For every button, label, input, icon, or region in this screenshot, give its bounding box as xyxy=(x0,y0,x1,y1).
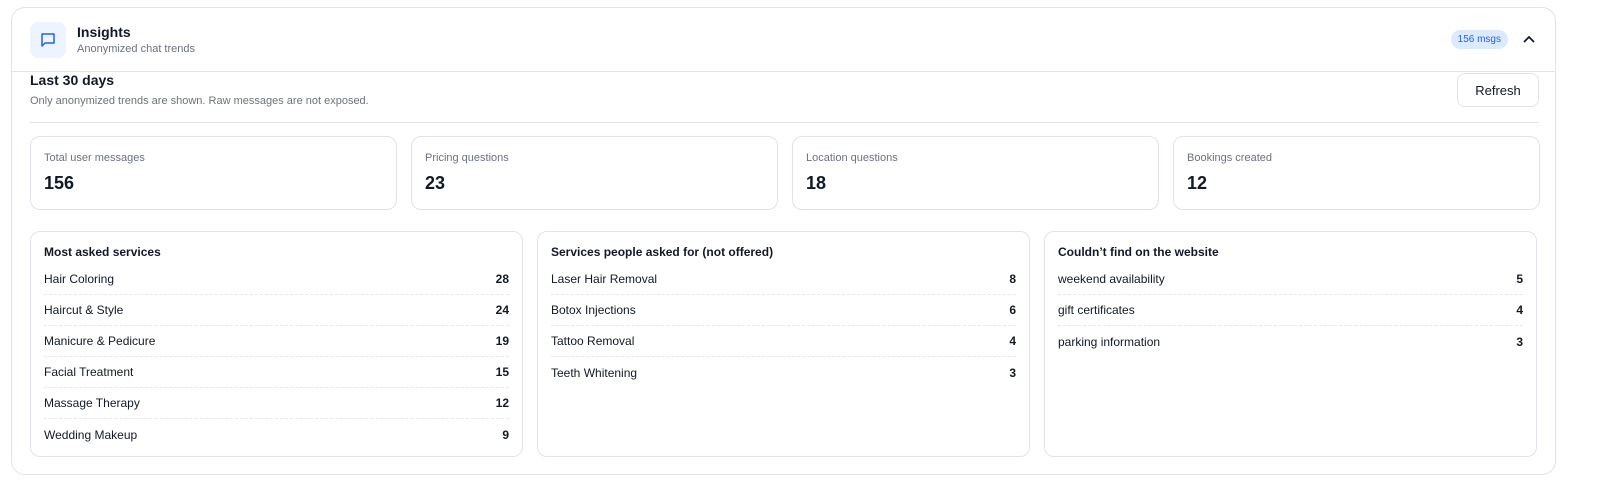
item-label: Wedding Makeup xyxy=(44,427,138,442)
list-item: Manicure & Pedicure 19 xyxy=(44,326,509,357)
lists-row: Most asked services Hair Coloring 28 Haircu… xyxy=(30,231,1537,457)
list-title: Couldn’t find on the website xyxy=(1058,245,1219,259)
list-item: Massage Therapy 12 xyxy=(44,388,509,419)
stat-card: Location questions 18 xyxy=(792,136,1159,210)
item-label: Teeth Whitening xyxy=(551,365,638,380)
stat-value: 23 xyxy=(425,173,446,193)
list-card: Most asked services Hair Coloring 28 Haircu… xyxy=(30,231,523,457)
list-title: Services people asked for (not offered) xyxy=(551,245,774,259)
section-subtitle: Only anonymized trends are shown. Raw me… xyxy=(30,95,369,107)
item-label: Facial Treatment xyxy=(44,365,134,379)
item-count: 3 xyxy=(1516,334,1523,349)
stat-value: 156 xyxy=(44,173,75,193)
item-count: 6 xyxy=(1009,303,1016,317)
item-count: 19 xyxy=(495,334,509,348)
item-count: 12 xyxy=(495,396,509,410)
item-label: parking information xyxy=(1058,334,1161,349)
chat-bubble-icon xyxy=(30,22,66,58)
chevron-up-icon[interactable] xyxy=(1519,30,1539,50)
item-count: 8 xyxy=(1009,272,1016,286)
item-count: 9 xyxy=(502,427,509,442)
card-title: Insights xyxy=(77,24,131,40)
item-label: Massage Therapy xyxy=(44,396,140,410)
item-label: Laser Hair Removal xyxy=(551,272,658,286)
message-count-badge: 156 msgs xyxy=(1450,30,1508,49)
stat-value: 12 xyxy=(1187,173,1208,193)
stat-value: 18 xyxy=(806,173,827,193)
item-count: 24 xyxy=(495,303,509,317)
insights-card: Insights Anonymized chat trends 156 msgs… xyxy=(11,7,1556,475)
list-title: Most asked services xyxy=(44,245,161,259)
card-subtitle: Anonymized chat trends xyxy=(77,43,196,55)
stat-label: Total user messages xyxy=(44,152,145,164)
refresh-button[interactable]: Refresh xyxy=(1457,73,1539,107)
stat-label: Pricing questions xyxy=(425,152,509,164)
item-label: Haircut & Style xyxy=(44,303,124,317)
item-count: 4 xyxy=(1009,334,1016,348)
list-item: Laser Hair Removal 8 xyxy=(551,264,1016,295)
stat-label: Bookings created xyxy=(1187,152,1272,164)
item-label: weekend availability xyxy=(1058,272,1165,286)
item-count: 5 xyxy=(1516,272,1523,286)
list-item: parking information 3 xyxy=(1058,326,1523,357)
stat-card: Pricing questions 23 xyxy=(411,136,778,210)
list-item: Haircut & Style 24 xyxy=(44,295,509,326)
list-item: Wedding Makeup 9 xyxy=(44,419,509,450)
item-label: Botox Injections xyxy=(551,303,636,317)
list-item: Facial Treatment 15 xyxy=(44,357,509,388)
item-count: 28 xyxy=(495,272,509,286)
list-item: gift certificates 4 xyxy=(1058,295,1523,326)
item-label: Tattoo Removal xyxy=(551,334,635,348)
stat-label: Location questions xyxy=(806,152,898,164)
item-label: Hair Coloring xyxy=(44,272,115,286)
list-item: Botox Injections 6 xyxy=(551,295,1016,326)
item-label: gift certificates xyxy=(1058,303,1135,317)
stat-card: Total user messages 156 xyxy=(30,136,397,210)
list-card: Couldn’t find on the website weekend avai… xyxy=(1044,231,1537,457)
list-item: weekend availability 5 xyxy=(1058,264,1523,295)
item-count: 4 xyxy=(1516,303,1523,317)
item-label: Manicure & Pedicure xyxy=(44,334,156,348)
card-header[interactable]: Insights Anonymized chat trends 156 msgs xyxy=(12,8,1555,72)
list-item: Teeth Whitening 3 xyxy=(551,357,1016,388)
section-title: Last 30 days xyxy=(30,72,115,88)
stat-card: Bookings created 12 xyxy=(1173,136,1540,210)
list-item: Hair Coloring 28 xyxy=(44,264,509,295)
item-count: 15 xyxy=(495,365,509,379)
stats-row: Total user messages 156 Pricing questions 2… xyxy=(30,136,1540,210)
list-card: Services people asked for (not offered) L… xyxy=(537,231,1030,457)
divider xyxy=(30,122,1539,123)
item-count: 3 xyxy=(1009,365,1016,380)
list-item: Tattoo Removal 4 xyxy=(551,326,1016,357)
